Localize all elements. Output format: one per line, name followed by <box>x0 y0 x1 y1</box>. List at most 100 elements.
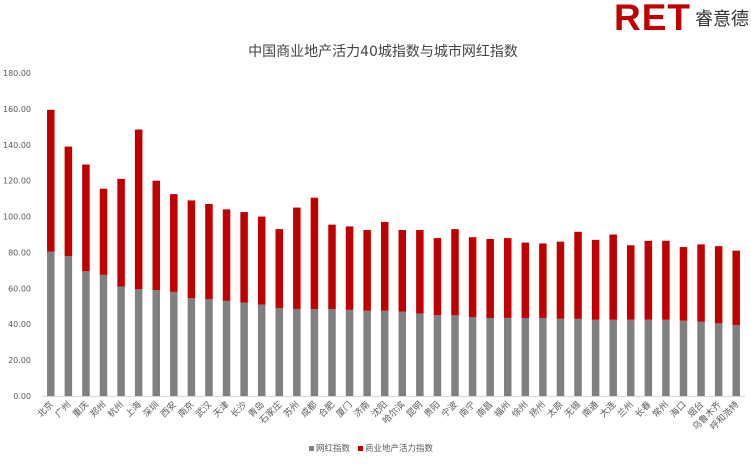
x-tick-label: 成都 <box>298 399 319 420</box>
bar-segment-vitality <box>486 238 494 318</box>
bar-segment-wanghong <box>275 308 284 396</box>
x-tick-label: 常州 <box>650 399 671 420</box>
bar-segment-vitality <box>644 240 653 320</box>
y-tick-label: 100.00 <box>3 213 31 222</box>
bar-segment-vitality <box>416 230 424 314</box>
y-tick-label: 80.00 <box>8 248 31 257</box>
x-tick-label: 昆明 <box>404 399 425 420</box>
x-tick-label: 济南 <box>351 399 372 420</box>
bars-group <box>47 109 740 397</box>
bar-segment-wanghong <box>310 308 319 396</box>
x-tick-label: 大连 <box>597 399 618 420</box>
bar-segment-vitality <box>503 238 512 318</box>
bar-segment-vitality <box>468 237 477 318</box>
x-tick-label: 徐州 <box>509 399 530 420</box>
bar-segment-wanghong <box>240 302 248 396</box>
legend-swatch <box>358 446 363 451</box>
x-tick-label: 西安 <box>158 399 179 420</box>
bar-segment-vitality <box>310 197 319 309</box>
bar-segment-wanghong <box>222 300 231 396</box>
x-tick-label: 合肥 <box>316 399 337 420</box>
bar-segment-vitality <box>170 194 178 292</box>
bar-segment-vitality <box>662 240 670 320</box>
x-tick-label: 长春 <box>632 399 653 420</box>
y-tick-label: 120.00 <box>3 177 31 186</box>
x-tick-label: 广州 <box>52 399 73 420</box>
bar-segment-wanghong <box>416 313 424 396</box>
x-tick-label: 杭州 <box>105 399 126 420</box>
bar-segment-wanghong <box>187 298 196 396</box>
y-tick-label: 160.00 <box>3 105 31 114</box>
x-tick-label: 兰州 <box>615 399 636 420</box>
bar-segment-wanghong <box>82 271 90 396</box>
bar-segment-wanghong <box>574 318 582 396</box>
bar-segment-wanghong <box>697 321 705 396</box>
logo-cn-text: 睿意德 <box>695 9 749 30</box>
x-tick-label: 苏州 <box>281 399 302 420</box>
bar-segment-vitality <box>539 243 547 318</box>
bar-segment-vitality <box>345 226 354 310</box>
bar-segment-vitality <box>257 216 266 305</box>
bar-segment-vitality <box>82 164 90 272</box>
bar-segment-wanghong <box>293 308 301 396</box>
x-tick-label: 宁波 <box>439 399 460 420</box>
bar-segment-wanghong <box>117 286 125 396</box>
brand-logo: RET 睿意德 <box>614 0 749 36</box>
x-tick-label: 长沙 <box>228 399 249 420</box>
bar-segment-vitality <box>627 245 635 320</box>
bar-segment-vitality <box>64 146 73 257</box>
bar-segment-wanghong <box>205 299 213 396</box>
bar-segment-vitality <box>697 244 705 322</box>
bar-segment-vitality <box>117 178 125 287</box>
x-tick-label: 天津 <box>211 399 232 420</box>
bar-segment-vitality <box>205 203 213 300</box>
x-tick-label: 南昌 <box>474 399 495 420</box>
bar-segment-vitality <box>293 207 301 309</box>
bar-segment-wanghong <box>398 311 407 396</box>
x-tick-label: 福州 <box>492 399 513 420</box>
bar-segment-wanghong <box>714 323 723 396</box>
bar-segment-vitality <box>363 230 371 311</box>
y-tick-label: 40.00 <box>8 320 31 329</box>
bar-segment-wanghong <box>521 317 530 396</box>
y-tick-label: 60.00 <box>8 284 31 293</box>
x-tick-label: 南京 <box>175 399 196 420</box>
y-tick-label: 140.00 <box>3 141 31 150</box>
bar-segment-wanghong <box>363 310 371 396</box>
bar-segment-vitality <box>275 229 284 309</box>
legend: 网红指数 商业地产活力指数 <box>309 443 434 454</box>
bar-segment-wanghong <box>468 317 477 396</box>
bar-segment-vitality <box>134 129 143 290</box>
bar-segment-wanghong <box>257 304 266 396</box>
x-tick-label: 北京 <box>35 399 56 420</box>
bar-segment-wanghong <box>345 309 354 396</box>
bar-segment-wanghong <box>152 290 160 396</box>
y-tick-label: 0.00 <box>13 392 31 401</box>
x-tick-label: 南宁 <box>456 399 477 420</box>
legend-swatch <box>309 446 314 451</box>
logo-ret-text: RET <box>614 0 691 38</box>
bar-segment-wanghong <box>627 319 635 396</box>
bar-segment-wanghong <box>644 319 653 396</box>
bar-segment-vitality <box>187 200 196 299</box>
x-tick-label: 扬州 <box>527 399 548 420</box>
bar-segment-vitality <box>240 212 248 303</box>
bar-segment-wanghong <box>503 317 512 396</box>
x-tick-label: 无锡 <box>563 399 584 420</box>
bar-segment-wanghong <box>433 315 442 396</box>
bar-segment-vitality <box>222 209 231 301</box>
bar-segment-wanghong <box>380 310 389 396</box>
bar-segment-vitality <box>99 188 108 275</box>
bar-segment-vitality <box>380 221 389 311</box>
bar-segment-vitality <box>574 231 582 319</box>
x-tick-label: 武汉 <box>193 399 214 420</box>
bar-segment-wanghong <box>47 251 55 396</box>
bar-segment-vitality <box>398 230 407 312</box>
bar-segment-vitality <box>591 239 600 320</box>
bar-segment-vitality <box>521 242 530 318</box>
bar-segment-vitality <box>556 241 565 319</box>
chart-title: 中国商业地产活力40城指数与城市网红指数 <box>248 43 518 60</box>
legend-label: 网红指数 <box>316 443 351 454</box>
bar-segment-wanghong <box>451 315 459 396</box>
